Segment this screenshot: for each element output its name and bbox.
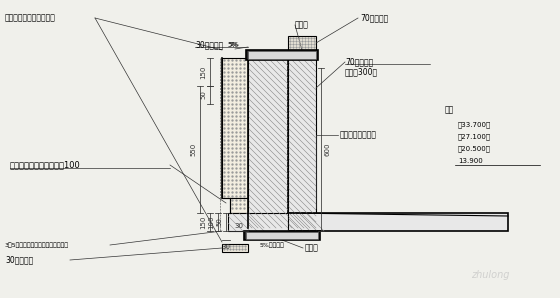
Bar bbox=[244, 231, 320, 240]
Text: 窗附框: 窗附框 bbox=[295, 21, 309, 30]
Bar bbox=[288, 36, 316, 50]
Text: 150: 150 bbox=[200, 215, 206, 229]
Text: 50: 50 bbox=[216, 218, 222, 226]
Text: 50: 50 bbox=[200, 91, 206, 100]
Bar bbox=[248, 51, 316, 59]
Text: 5%: 5% bbox=[227, 42, 239, 48]
Bar bbox=[288, 213, 508, 231]
Text: 70厚聚苯板: 70厚聚苯板 bbox=[360, 13, 388, 23]
Bar bbox=[222, 244, 248, 252]
Text: 5%（余同）: 5%（余同） bbox=[260, 242, 284, 248]
Text: 30: 30 bbox=[235, 223, 244, 229]
Bar bbox=[288, 58, 316, 228]
Text: 100: 100 bbox=[208, 215, 214, 229]
Text: 〈27.100〉: 〈27.100〉 bbox=[458, 134, 491, 140]
Text: 600: 600 bbox=[325, 143, 331, 156]
Bar bbox=[228, 213, 288, 231]
Text: 30: 30 bbox=[222, 244, 231, 250]
Text: 〈20.500〉: 〈20.500〉 bbox=[458, 146, 491, 152]
Bar bbox=[222, 58, 248, 198]
Text: 70厚岩棉板: 70厚岩棉板 bbox=[345, 58, 374, 66]
Text: 13.900: 13.900 bbox=[458, 158, 483, 164]
Text: 〈33.700〉: 〈33.700〉 bbox=[458, 122, 491, 128]
Text: 30厚聚苯板: 30厚聚苯板 bbox=[5, 255, 33, 265]
Text: 150: 150 bbox=[200, 65, 206, 79]
Text: 30厚聚苯板: 30厚聚苯板 bbox=[195, 41, 223, 49]
Text: 岩棉板专用锚固件: 岩棉板专用锚固件 bbox=[340, 131, 377, 139]
Text: 附加网格布长度过岩棉逾100: 附加网格布长度过岩棉逾100 bbox=[10, 161, 81, 170]
Text: zhulong: zhulong bbox=[471, 270, 509, 280]
Text: 3～5厚防护面层外复复合钢丝网格布: 3～5厚防护面层外复复合钢丝网格布 bbox=[5, 242, 69, 248]
Bar bbox=[246, 232, 318, 239]
Text: 成品聚苯板外墙装饰槽线: 成品聚苯板外墙装饰槽线 bbox=[5, 13, 56, 23]
Bar bbox=[230, 198, 248, 213]
Text: 卧室: 卧室 bbox=[445, 105, 454, 114]
Bar bbox=[248, 58, 288, 228]
Bar bbox=[246, 50, 318, 60]
Text: 550: 550 bbox=[190, 143, 196, 156]
Text: 5%: 5% bbox=[230, 42, 240, 47]
Text: 窗附框: 窗附框 bbox=[305, 243, 319, 252]
Text: （高度300）: （高度300） bbox=[345, 68, 378, 77]
